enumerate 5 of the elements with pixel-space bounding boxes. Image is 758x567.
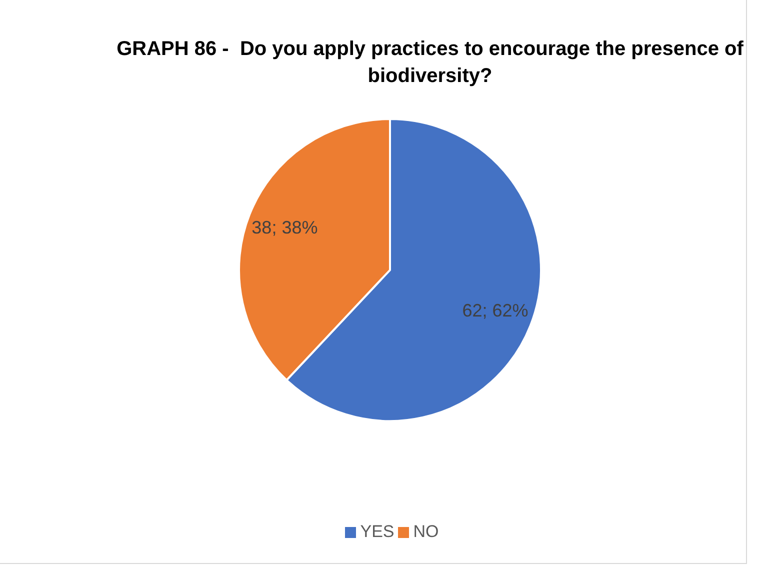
data-label: 62; 62%	[462, 300, 528, 321]
data-label: 38; 38%	[252, 217, 318, 238]
legend-label: YES	[360, 522, 394, 542]
chart-title: GRAPH 86 - Do you apply practices to encourage the presence of biodiversity?	[116, 37, 744, 89]
legend-label: NO	[413, 522, 439, 542]
